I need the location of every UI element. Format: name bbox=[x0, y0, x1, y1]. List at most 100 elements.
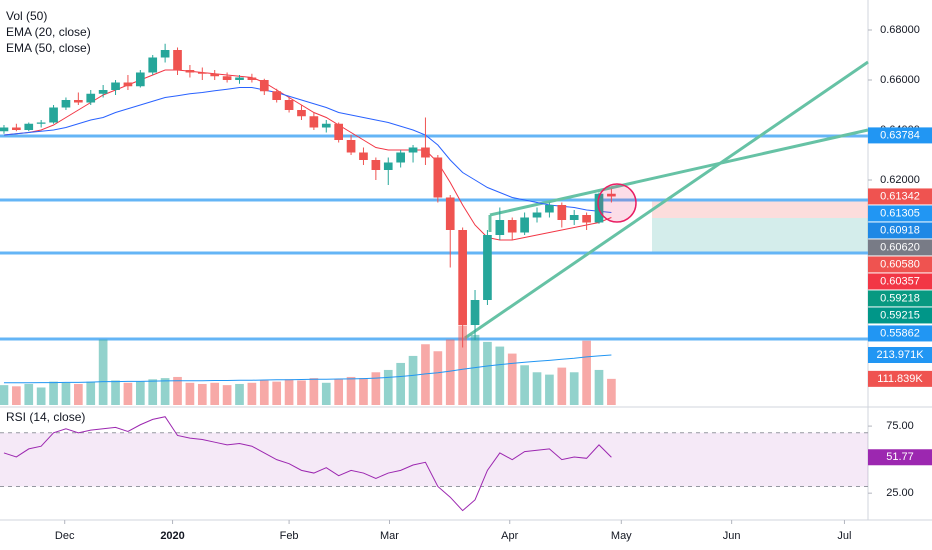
candle-body bbox=[36, 122, 46, 124]
x-tick-label: Jul bbox=[837, 530, 851, 542]
candle-body bbox=[135, 72, 145, 87]
candle-body bbox=[309, 116, 319, 128]
volume-bar bbox=[148, 379, 158, 405]
volume-bar bbox=[594, 369, 604, 405]
candle-body bbox=[470, 300, 480, 325]
candle-body bbox=[222, 76, 232, 80]
price-label: 0.61342 bbox=[880, 190, 920, 202]
volume-bar bbox=[247, 382, 257, 405]
volume-bar bbox=[495, 346, 505, 405]
candle-body bbox=[346, 140, 356, 153]
volume-bar bbox=[470, 334, 480, 405]
volume-bar bbox=[383, 369, 393, 405]
candle-body bbox=[173, 50, 182, 70]
candle-body bbox=[433, 157, 443, 198]
legend-entry: Vol (50) bbox=[6, 9, 47, 23]
volume-bar bbox=[582, 340, 591, 405]
volume-bar bbox=[445, 339, 455, 405]
y-tick-label: 0.62000 bbox=[880, 174, 920, 186]
price-label-box bbox=[868, 449, 932, 466]
volume-bar bbox=[222, 385, 232, 405]
volume-bar bbox=[173, 376, 182, 405]
rsi-tick-label: 75.00 bbox=[886, 420, 914, 432]
volume-bar bbox=[408, 355, 418, 405]
volume-bar bbox=[111, 380, 120, 405]
highlight-circle bbox=[597, 183, 637, 223]
volume-bar bbox=[483, 341, 492, 405]
volume-bar bbox=[532, 372, 542, 405]
rsi-tick-label: 25.00 bbox=[886, 487, 914, 499]
stop-zone bbox=[652, 200, 868, 218]
candle-body bbox=[111, 82, 120, 90]
target-zone bbox=[652, 218, 868, 253]
candle-body bbox=[532, 212, 542, 218]
volume-bar bbox=[235, 383, 244, 405]
x-tick-label: Feb bbox=[280, 530, 299, 542]
candle-body bbox=[321, 123, 331, 128]
volume-bar bbox=[284, 379, 294, 405]
candle-body bbox=[235, 77, 244, 80]
x-tick-label: Apr bbox=[501, 530, 518, 542]
volume-bar bbox=[272, 381, 282, 405]
volume-bar bbox=[197, 383, 207, 405]
labels: Dec2020FebMarAprMayJunJul0.540000.560000… bbox=[55, 24, 932, 542]
legend-entry: EMA (20, close) bbox=[6, 25, 91, 39]
volume-bar bbox=[123, 382, 133, 405]
candle-body bbox=[408, 147, 418, 153]
volume-bar bbox=[49, 381, 58, 405]
price-label: 51.77 bbox=[886, 451, 914, 463]
price-label: 0.63784 bbox=[880, 129, 920, 141]
volume-bar bbox=[74, 383, 83, 405]
volume-bar bbox=[135, 381, 145, 405]
volume-bar bbox=[98, 339, 108, 405]
marks bbox=[0, 29, 872, 524]
price-label: 0.60580 bbox=[880, 258, 920, 270]
volume-bar bbox=[36, 387, 46, 405]
candle-body bbox=[334, 123, 344, 140]
candle-body bbox=[160, 50, 170, 58]
price-label: 0.55862 bbox=[880, 327, 920, 339]
y-tick-label: 0.66000 bbox=[880, 74, 920, 86]
volume-bar bbox=[607, 378, 616, 405]
candle-body bbox=[123, 82, 133, 87]
volume-bar bbox=[12, 386, 21, 405]
candle-body bbox=[507, 220, 517, 233]
price-label-box bbox=[868, 346, 932, 363]
rsi-line bbox=[3, 416, 612, 512]
x-tick-label: 2020 bbox=[160, 530, 184, 542]
legend-entry: EMA (50, close) bbox=[6, 41, 91, 55]
candle-body bbox=[483, 235, 492, 300]
candle-body bbox=[0, 127, 9, 132]
price-label-box bbox=[868, 222, 932, 239]
drawings bbox=[0, 60, 869, 341]
candle-body bbox=[98, 90, 108, 94]
candle-body bbox=[272, 91, 282, 100]
rsi-legend: RSI (14, close) bbox=[6, 410, 85, 424]
volume-bar bbox=[160, 378, 170, 405]
trend-line bbox=[489, 128, 869, 217]
candle-body bbox=[421, 147, 430, 158]
volume-bar bbox=[569, 372, 579, 405]
price-label-box bbox=[868, 127, 932, 144]
volume-bar bbox=[321, 382, 331, 405]
volume-bar bbox=[297, 380, 306, 405]
ema-line bbox=[3, 87, 612, 213]
volume-ma bbox=[3, 354, 612, 384]
price-label-box bbox=[868, 273, 932, 290]
rsi-band bbox=[0, 432, 868, 487]
x-tick-label: Dec bbox=[55, 530, 75, 542]
price-label: 213.971K bbox=[876, 349, 924, 361]
volume-bar bbox=[24, 383, 34, 405]
candle-body bbox=[284, 100, 294, 110]
y-tick-label: 0.68000 bbox=[880, 24, 920, 36]
volume-bar bbox=[458, 325, 467, 405]
volume-bar bbox=[259, 380, 269, 405]
price-label: 0.59218 bbox=[880, 292, 920, 304]
x-tick-label: Jun bbox=[723, 530, 741, 542]
price-label-box bbox=[868, 370, 932, 387]
candle-body bbox=[49, 107, 58, 123]
price-label-box bbox=[868, 256, 932, 273]
candle-body bbox=[495, 220, 505, 235]
